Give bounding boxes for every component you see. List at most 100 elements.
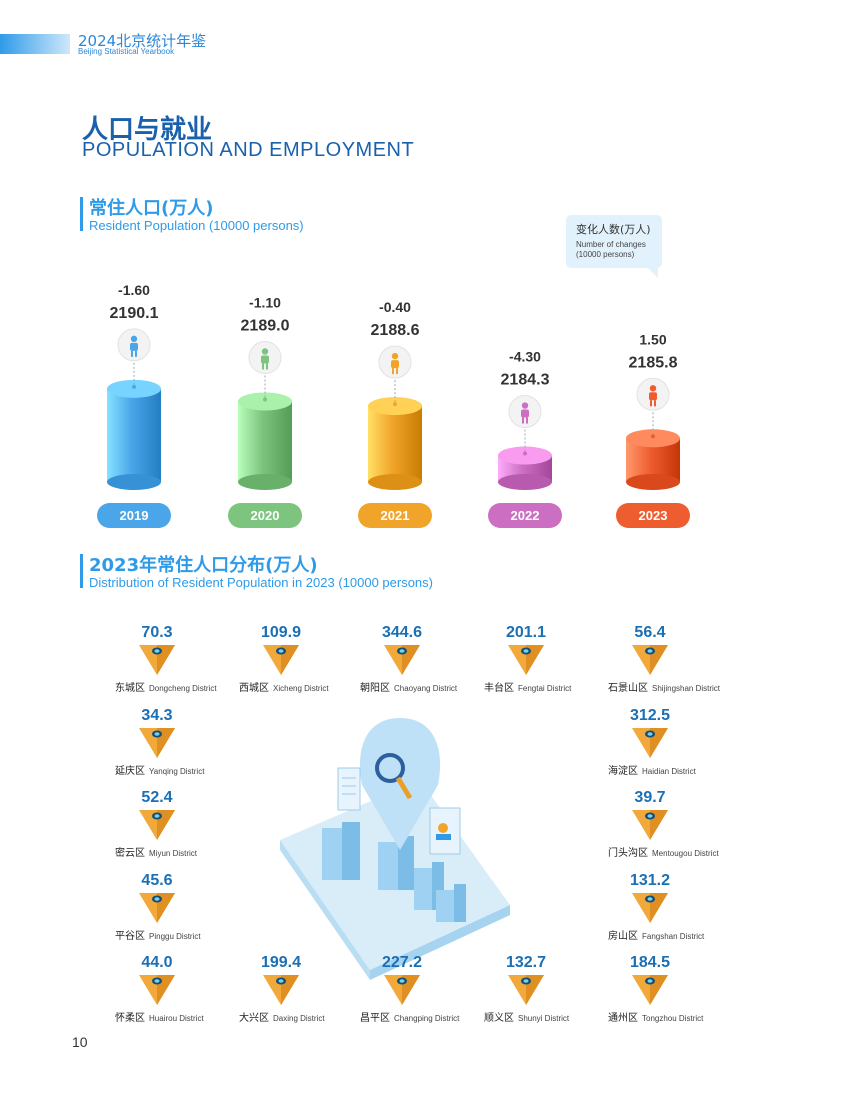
district-value: 44.0 — [141, 954, 172, 971]
district-item: 131.2 房山区 Fangshan District — [608, 872, 705, 942]
pyramid-icon — [384, 975, 420, 1005]
district-item: 312.5 海淀区 Haidian District — [608, 707, 697, 777]
district-name-cn: 延庆区 — [115, 764, 145, 777]
pyramid-icon — [508, 645, 544, 675]
district-name-cn: 朝阳区 — [360, 682, 390, 694]
year-pill-2020: 2020 — [228, 503, 302, 528]
district-value: 52.4 — [141, 789, 172, 806]
year-label: 2019 — [120, 508, 149, 523]
district-name-en: Shijingshan District — [652, 684, 721, 693]
district-value: 34.3 — [141, 707, 172, 724]
pyramid-icon — [508, 975, 544, 1005]
district-item: 44.0 怀柔区 Huairou District — [115, 954, 204, 1024]
bar-base — [368, 474, 422, 490]
pyramid-icon — [139, 645, 175, 675]
city-illustration — [280, 718, 510, 980]
district-name-en: Miyun District — [149, 849, 198, 858]
year-pill-2021: 2021 — [358, 503, 432, 528]
district-item: 132.7 顺义区 Shunyi District — [484, 954, 570, 1024]
person-icon — [508, 395, 542, 429]
year-label: 2023 — [639, 508, 668, 523]
building-icon — [322, 822, 466, 922]
document-icon — [337, 767, 361, 811]
district-name-en: Fengtai District — [518, 684, 572, 693]
district-name-cn: 密云区 — [115, 846, 145, 859]
district-item: 199.4 大兴区 Daxing District — [239, 954, 325, 1024]
district-item: 344.6 朝阳区 Chaoyang District — [360, 624, 458, 694]
year-pill-2023: 2023 — [616, 503, 690, 528]
user-card-icon — [429, 807, 461, 855]
district-name-cn: 通州区 — [608, 1012, 638, 1024]
district-name-cn: 石景山区 — [608, 682, 648, 694]
change-label: -1.10 — [249, 295, 281, 311]
section1-title-cn: 常住人口(万人) — [89, 198, 214, 219]
pyramid-icon — [139, 975, 175, 1005]
district-value: 131.2 — [630, 872, 670, 889]
district-name-en: Haidian District — [642, 767, 697, 776]
district-item: 45.6 平谷区 Pinggu District — [115, 872, 201, 942]
district-name-en: Fangshan District — [642, 932, 705, 941]
person-icon — [117, 328, 151, 362]
change-label: 1.50 — [639, 331, 666, 347]
section2-title-cn: 2023年常住人口分布(万人) — [89, 555, 318, 576]
district-value: 199.4 — [261, 954, 301, 971]
district-value: 70.3 — [141, 624, 172, 641]
district-value: 132.7 — [506, 954, 546, 971]
district-value: 109.9 — [261, 624, 301, 641]
district-item: 184.5 通州区 Tongzhou District — [608, 954, 704, 1024]
population-label: 2190.1 — [110, 305, 159, 322]
bubble-label-en: Number of changes (10000 persons) — [576, 240, 646, 259]
bar-body — [107, 388, 161, 482]
district-item: 39.7 门头沟区 Mentougou District — [608, 789, 719, 859]
pyramid-icon — [632, 645, 668, 675]
year-pill-2022: 2022 — [488, 503, 562, 528]
pyramid-icon — [632, 975, 668, 1005]
district-value: 201.1 — [506, 624, 546, 641]
district-name-cn: 东城区 — [115, 681, 145, 694]
legend-bubble: 变化人数(万人) Number of changes (10000 person… — [566, 215, 662, 278]
section2-accent-bar — [80, 554, 83, 588]
pyramid-icon — [139, 728, 175, 758]
person-icon — [378, 345, 412, 379]
district-item: 52.4 密云区 Miyun District — [115, 789, 198, 859]
district-value: 344.6 — [382, 624, 422, 641]
bar-2021: 2188.6 -0.40 2021 — [358, 299, 432, 528]
district-name-en: Tongzhou District — [642, 1014, 704, 1023]
district-value: 312.5 — [630, 707, 670, 724]
district-name-en: Mentougou District — [652, 849, 719, 858]
pyramid-icon — [263, 975, 299, 1005]
district-name-en: Huairou District — [149, 1014, 204, 1023]
district-name-en: Chaoyang District — [394, 684, 458, 693]
district-item: 70.3 东城区 Dongcheng District — [115, 624, 217, 694]
change-label: -0.40 — [379, 299, 411, 315]
district-name-en: Shunyi District — [518, 1014, 570, 1023]
bar-base — [498, 474, 552, 490]
district-name-en: Yanqing District — [149, 767, 205, 776]
district-item: 56.4 石景山区 Shijingshan District — [608, 624, 721, 694]
district-name-en: Pinggu District — [149, 932, 201, 941]
section1-title-en: Resident Population (10000 persons) — [89, 218, 304, 233]
district-value: 45.6 — [141, 872, 172, 889]
person-icon — [248, 341, 282, 374]
district-value: 227.2 — [382, 954, 422, 971]
pyramid-icon — [632, 893, 668, 923]
district-name-cn: 海淀区 — [608, 764, 638, 777]
year-label: 2022 — [511, 508, 540, 523]
bar-2020: 2189.0 -1.10 2020 — [228, 295, 302, 528]
chapter-title-cn: 人口与就业 — [82, 115, 213, 145]
year-label: 2020 — [251, 508, 280, 523]
pyramid-icon — [139, 893, 175, 923]
district-item: 109.9 西城区 Xicheng District — [239, 624, 329, 694]
district-name-cn: 昌平区 — [360, 1012, 390, 1024]
bar-2023: 2185.8 1.50 2023 — [616, 331, 690, 528]
year-label: 2021 — [381, 508, 410, 523]
district-name-cn: 房山区 — [608, 929, 638, 942]
bar-body — [238, 401, 292, 482]
district-value: 184.5 — [630, 954, 670, 971]
district-item: 201.1 丰台区 Fengtai District — [484, 624, 572, 694]
district-name-en: Dongcheng District — [149, 684, 217, 693]
yearbook-title: 2024北京统计年鉴 — [78, 32, 207, 50]
bar-base — [238, 474, 292, 490]
district-name-cn: 丰台区 — [484, 681, 514, 694]
district-name-cn: 大兴区 — [239, 1011, 269, 1024]
